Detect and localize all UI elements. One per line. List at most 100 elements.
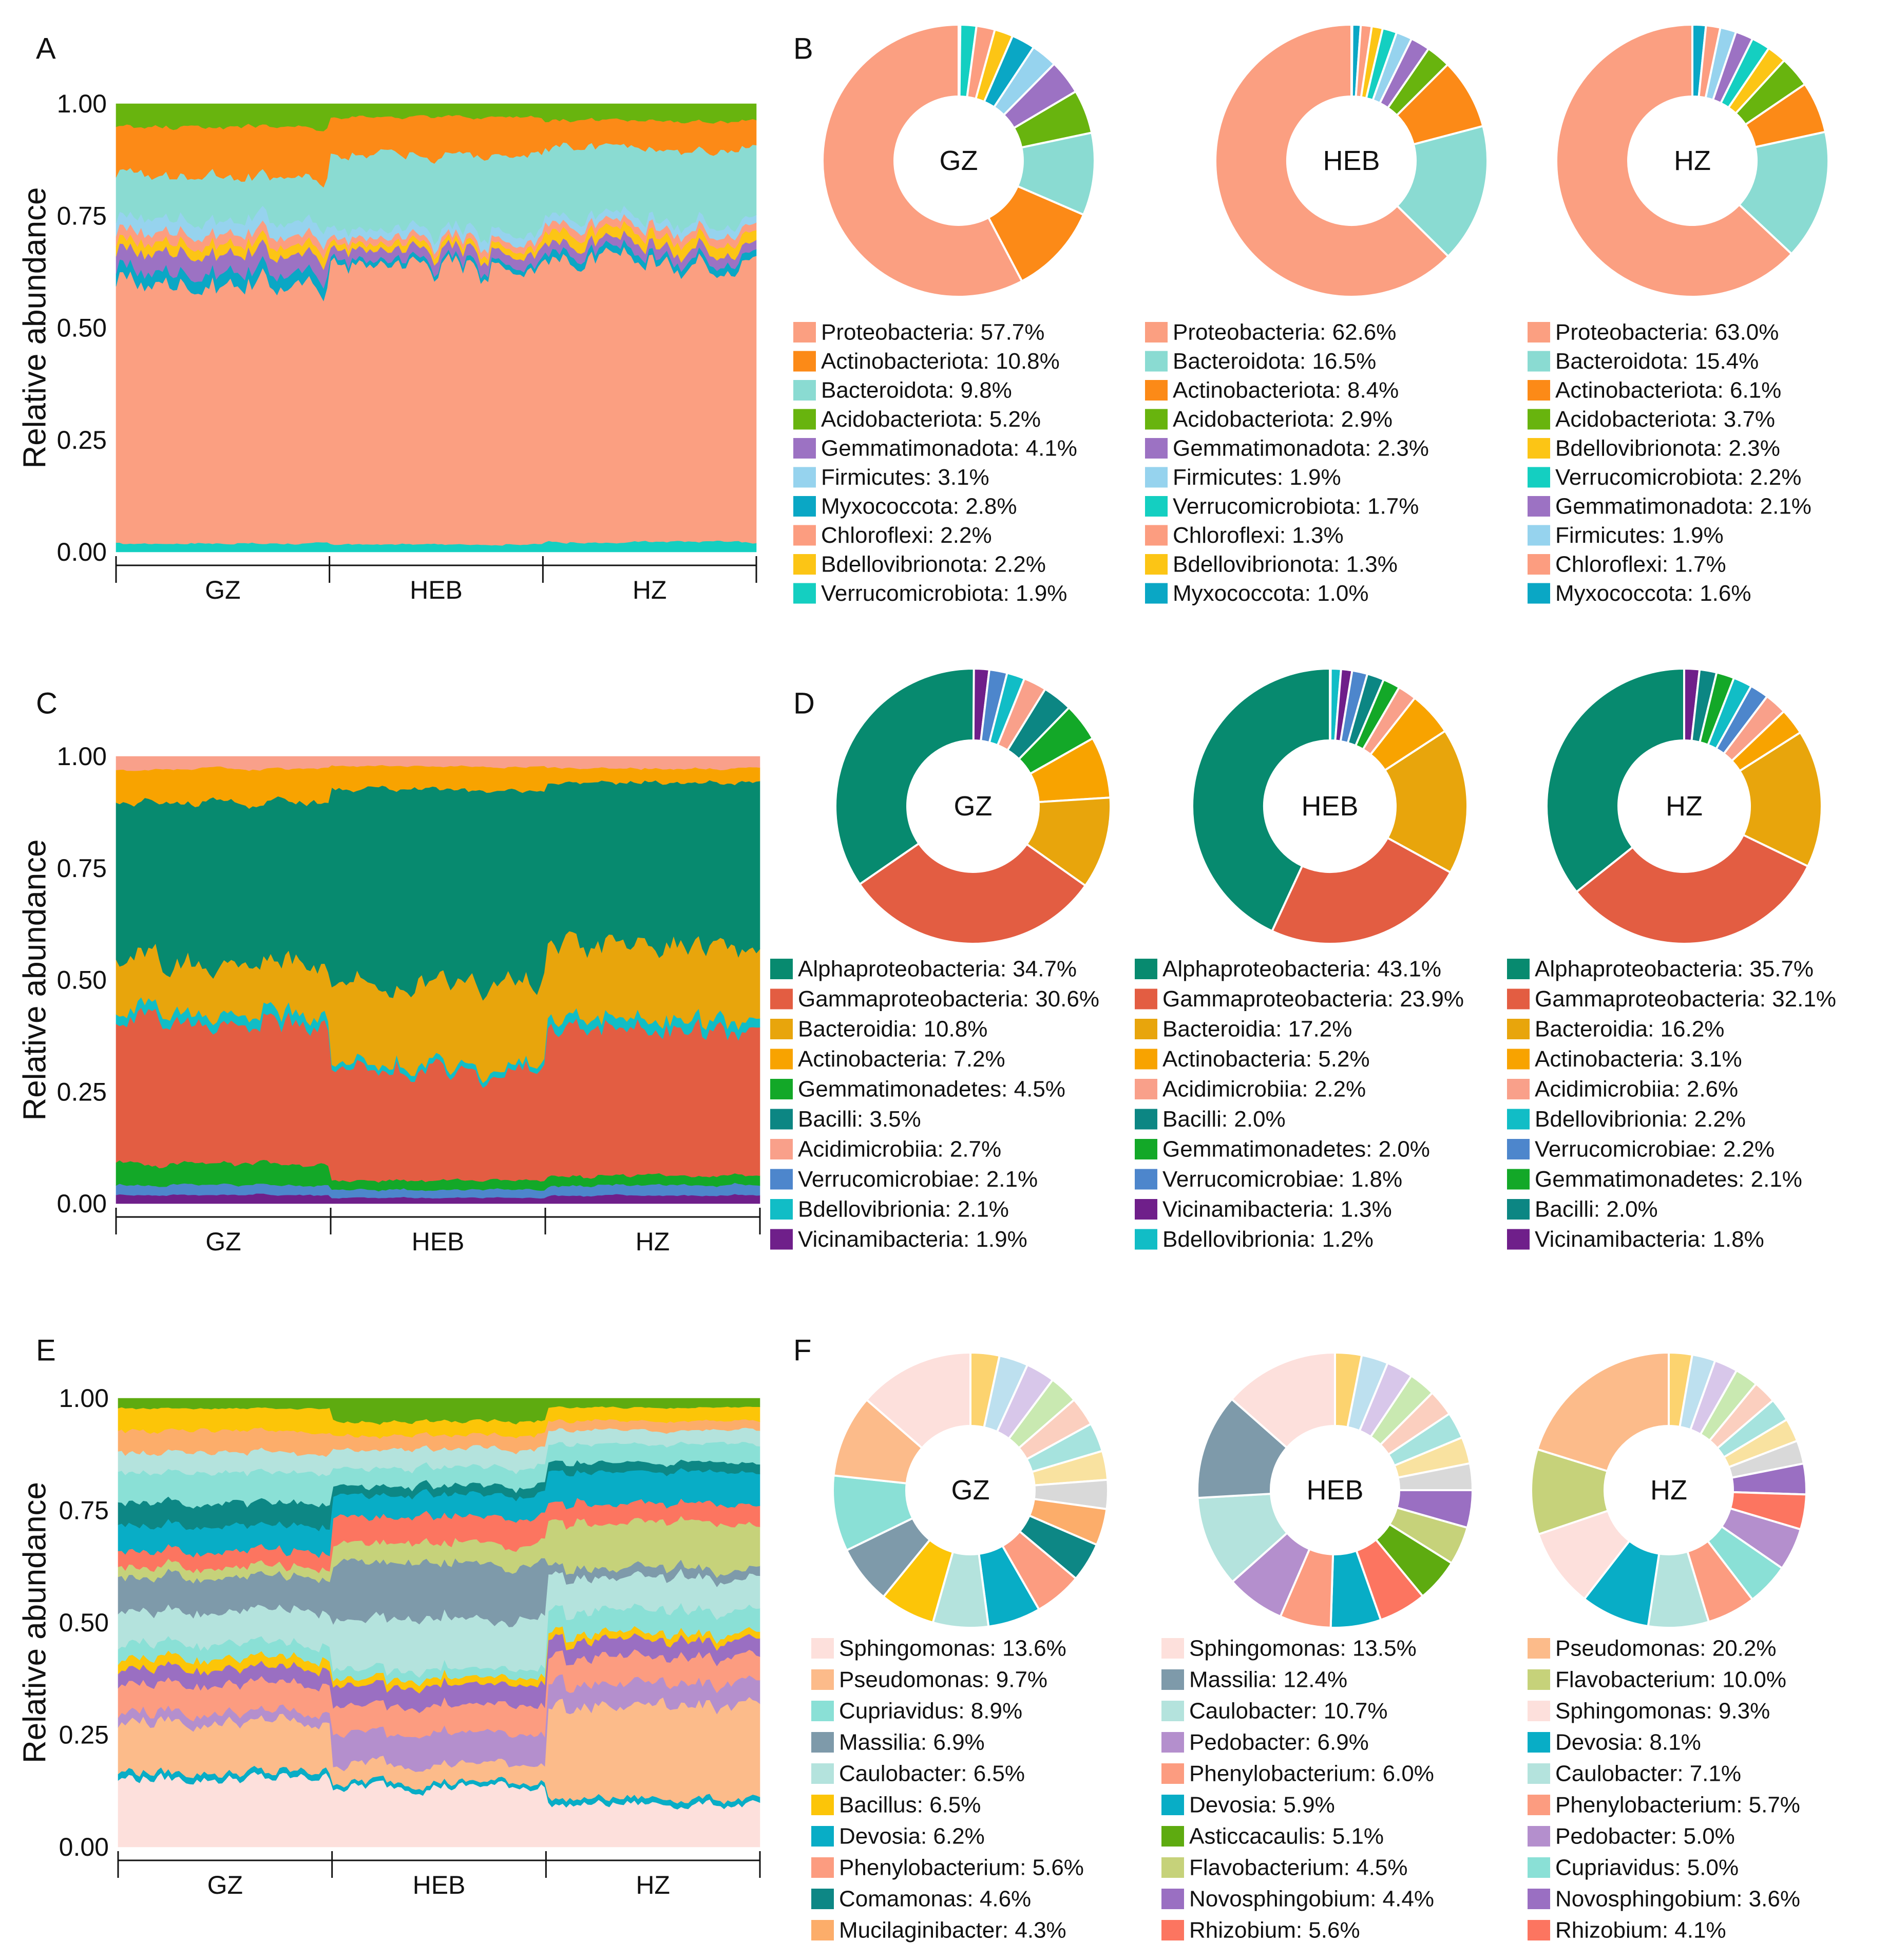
- legend-swatch-caulobacter: [811, 1763, 834, 1784]
- donut-center-label: HZ: [1650, 1475, 1687, 1506]
- legend-entry-gammaproteobacteria: Gammaproteobacteria: 32.1%: [1535, 986, 1836, 1012]
- area-series-acidobacteriota: [116, 103, 757, 131]
- x-group-label-hz: HZ: [636, 1227, 670, 1256]
- legend-hz: Alphaproteobacteria: 35.7% Gammaproteobac…: [1507, 957, 1836, 1252]
- legend-swatch-bacteroidota: [1145, 351, 1168, 372]
- legend-entry-acidimicrobiia: Acidimicrobiia: 2.7%: [798, 1137, 1001, 1162]
- donut-heb: HEB: [1214, 23, 1489, 298]
- legend-entry-proteobacteria: Proteobacteria: 57.7%: [821, 320, 1044, 345]
- legend-swatch-firmicutes: [1145, 467, 1168, 488]
- legend-entry-caulobacter: Caulobacter: 7.1%: [1555, 1761, 1741, 1786]
- donut-slice-bacteroidota: [1738, 130, 1830, 256]
- legend-entry-bacteroidota: Bacteroidota: 16.5%: [1173, 349, 1376, 374]
- legend-entry-novosphingobium: Novosphingobium: 4.4%: [1189, 1887, 1434, 1912]
- legend-entry-gemmatimonadota: Gemmatimonadota: 2.1%: [1555, 494, 1811, 519]
- legend-entry-bacilli: Bacilli: 2.0%: [1535, 1197, 1658, 1222]
- y-tick-label: 0.25: [57, 1077, 107, 1106]
- legend-gz: Sphingomonas: 13.6% Pseudomonas: 9.7% Cupr…: [811, 1636, 1084, 1943]
- x-group-label-hz: HZ: [633, 576, 667, 604]
- legend-entry-rhizobium: Rhizobium: 5.6%: [1189, 1918, 1360, 1943]
- legend-swatch-comamonas: [811, 1889, 834, 1909]
- legend-entry-devosia: Devosia: 8.1%: [1555, 1730, 1701, 1755]
- legend-swatch-rhizobium: [1161, 1920, 1184, 1940]
- x-group-label-gz: GZ: [205, 1227, 241, 1256]
- legend-entry-flavobacterium: Flavobacterium: 10.0%: [1555, 1667, 1786, 1692]
- legend-entry-bdellovibrionia: Bdellovibrionia: 2.2%: [1535, 1107, 1746, 1132]
- legend-swatch-sphingomonas: [811, 1638, 834, 1659]
- legend-swatch-sphingomonas: [1528, 1701, 1550, 1721]
- legend-swatch-acidobacteriota: [1528, 409, 1550, 430]
- legend-swatch-vicinamibacteria: [1507, 1229, 1530, 1250]
- donut-center-label: HEB: [1306, 1475, 1363, 1506]
- legend-swatch-flavobacterium: [1161, 1857, 1184, 1878]
- legend-entry-actinobacteriota: Actinobacteriota: 10.8%: [821, 349, 1060, 374]
- legend-entry-verrucomicrobiae: Verrucomicrobiae: 2.1%: [798, 1167, 1038, 1192]
- legend-entry-pedobacter: Pedobacter: 6.9%: [1189, 1730, 1369, 1755]
- legend-entry-verrucomicrobiae: Verrucomicrobiae: 1.8%: [1162, 1167, 1402, 1192]
- legend-entry-bacteroidia: Bacteroidia: 17.2%: [1162, 1017, 1352, 1042]
- legend-entry-rhizobium: Rhizobium: 4.1%: [1555, 1918, 1726, 1943]
- x-group-label-heb: HEB: [412, 1227, 465, 1256]
- y-axis-label: Relative abundance: [17, 839, 53, 1120]
- y-axis-label: Relative abundance: [17, 187, 53, 468]
- legend-swatch-devosia: [811, 1826, 834, 1847]
- legend-swatch-acidimicrobiia: [1507, 1079, 1530, 1099]
- donut-center-label: GZ: [951, 1475, 990, 1506]
- legend-swatch-acidimicrobiia: [1135, 1079, 1157, 1099]
- area-series-acidimicrobiia: [116, 756, 760, 771]
- donut-slice-sphingomonas: [1230, 1351, 1336, 1450]
- legend-hz: Proteobacteria: 63.0% Bacteroidota: 15.4%…: [1528, 320, 1811, 606]
- legend-swatch-gammaproteobacteria: [770, 988, 793, 1010]
- legend-swatch-novosphingobium: [1528, 1889, 1550, 1909]
- legend-entry-myxococcota: Myxococcota: 1.0%: [1173, 581, 1369, 606]
- legend-swatch-flavobacterium: [1528, 1669, 1550, 1690]
- donut-gz: GZ: [831, 1351, 1109, 1629]
- donut-slice-gammaproteobacteria: [858, 842, 1087, 945]
- legend-swatch-firmicutes: [1528, 525, 1550, 546]
- donut-slice-proteobacteria: [1555, 23, 1794, 298]
- legend-entry-caulobacter: Caulobacter: 10.7%: [1189, 1699, 1387, 1724]
- legend-gz: Proteobacteria: 57.7% Actinobacteriota: 1…: [793, 320, 1077, 606]
- legend-entry-gemmatimonadota: Gemmatimonadota: 4.1%: [821, 436, 1077, 461]
- legend-swatch-pedobacter: [1161, 1732, 1184, 1753]
- legend-swatch-bdellovibrionota: [793, 554, 816, 575]
- legend-entry-asticcacaulis: Asticcacaulis: 5.1%: [1189, 1824, 1384, 1849]
- legend-swatch-acidobacteriota: [793, 409, 816, 430]
- legend-swatch-bdellovibrionota: [1528, 438, 1550, 459]
- legend-swatch-actinobacteriota: [1145, 380, 1168, 401]
- panel-letter-c: C: [36, 687, 58, 720]
- y-tick-label: 0.00: [59, 1833, 109, 1861]
- legend-swatch-acidobacteriota: [1145, 409, 1168, 430]
- legend-swatch-bacteroidia: [770, 1019, 793, 1039]
- donut-heb: HEB: [1196, 1351, 1474, 1629]
- donut-panel-f: GZ Sphingomonas: 13.6% Pseudomonas: 9.7% Cu…: [811, 1351, 1807, 1943]
- legend-entry-pseudomonas: Pseudomonas: 9.7%: [839, 1667, 1047, 1692]
- legend-entry-bdellovibrionota: Bdellovibrionota: 2.3%: [1555, 436, 1780, 461]
- donut-slice-gammaproteobacteria: [1270, 836, 1452, 945]
- y-tick-label: 1.00: [57, 742, 107, 771]
- legend-swatch-bdellovibrionia: [1135, 1229, 1157, 1250]
- panel-letter-b: B: [793, 32, 813, 66]
- legend-swatch-acidimicrobiia: [770, 1139, 793, 1159]
- legend-entry-sphingomonas: Sphingomonas: 13.6%: [839, 1636, 1066, 1661]
- y-tick-label: 0.25: [57, 426, 107, 454]
- legend-entry-bdellovibrionota: Bdellovibrionota: 2.2%: [821, 552, 1046, 577]
- legend-swatch-myxococcota: [793, 496, 816, 517]
- donut-center-label: GZ: [954, 791, 993, 822]
- legend-entry-alphaproteobacteria: Alphaproteobacteria: 43.1%: [1162, 957, 1441, 982]
- legend-swatch-gemmatimonadetes: [1507, 1169, 1530, 1190]
- legend-entry-bacteroidia: Bacteroidia: 10.8%: [798, 1017, 987, 1042]
- legend-swatch-vicinamibacteria: [770, 1229, 793, 1250]
- legend-entry-bdellovibrionota: Bdellovibrionota: 1.3%: [1173, 552, 1398, 577]
- donut-slice-bacteroidia: [1738, 731, 1823, 868]
- legend-swatch-myxococcota: [1528, 583, 1550, 604]
- legend-entry-actinobacteria: Actinobacteria: 3.1%: [1535, 1046, 1742, 1072]
- legend-entry-acidimicrobiia: Acidimicrobiia: 2.2%: [1162, 1077, 1366, 1102]
- legend-swatch-bacilli: [1507, 1199, 1530, 1220]
- legend-entry-acidobacteriota: Acidobacteriota: 2.9%: [1173, 407, 1393, 432]
- legend-entry-verrucomicrobiota: Verrucomicrobiota: 1.9%: [821, 581, 1067, 606]
- legend-swatch-verrucomicrobiota: [793, 583, 816, 604]
- panel-letter-e: E: [36, 1334, 56, 1367]
- legend-entry-phenylobacterium: Phenylobacterium: 6.0%: [1189, 1761, 1434, 1786]
